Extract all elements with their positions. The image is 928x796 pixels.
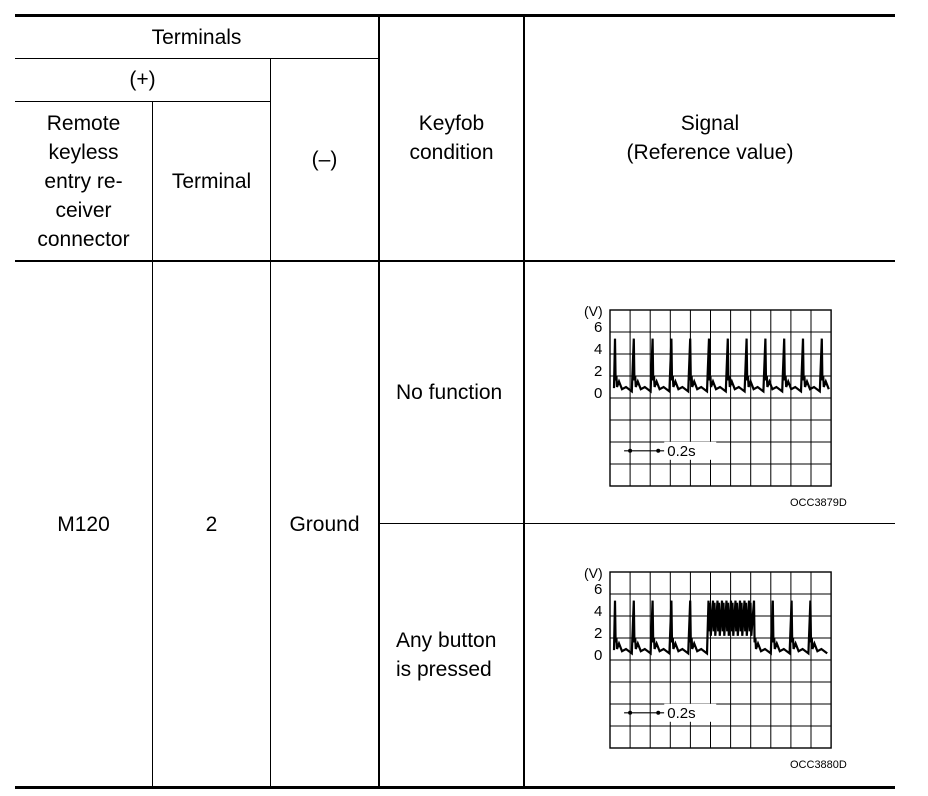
table-bottom-border bbox=[15, 786, 895, 789]
connector-value: M120 bbox=[57, 512, 110, 536]
condition-label: Any button bbox=[396, 629, 497, 652]
header-signal-line: Signal bbox=[680, 112, 740, 135]
scope-time-marker-dot bbox=[656, 710, 661, 715]
header-connector-line: Remote bbox=[46, 111, 121, 135]
scope-tick-label: 6 bbox=[594, 319, 602, 336]
header-divider-plus bbox=[15, 101, 270, 102]
header-signal-line: (Reference value) bbox=[626, 141, 794, 164]
scope-time-marker-dot bbox=[656, 448, 661, 453]
header-plus-text: (+) bbox=[129, 68, 156, 91]
header-minus-text: (–) bbox=[311, 148, 338, 171]
header-divider-terminals bbox=[15, 58, 378, 59]
scope-unit-label: (V) bbox=[584, 565, 603, 581]
cell-minus: Ground bbox=[271, 262, 378, 786]
header-terminal: Terminal bbox=[153, 102, 270, 260]
header-terminal-text: Terminal bbox=[171, 169, 252, 193]
cell-condition-button-pressed: Any button is pressed bbox=[396, 524, 523, 786]
terminal-value: 2 bbox=[205, 512, 218, 536]
scope-time-label-bg bbox=[664, 441, 717, 460]
scope-tick-label: 4 bbox=[594, 341, 602, 358]
header-minus: (–) bbox=[271, 59, 378, 260]
header-connector-line: ceiver bbox=[55, 198, 112, 222]
scope-time-marker-dot bbox=[628, 710, 633, 715]
condition-label: No function bbox=[396, 381, 503, 404]
header-bottom-border bbox=[15, 260, 895, 262]
row-divider-conditions bbox=[378, 523, 895, 524]
scope-signal-trace bbox=[612, 338, 830, 394]
col-divider-connector bbox=[152, 101, 153, 787]
header-connector-line: connector bbox=[37, 227, 130, 251]
scope-tick-label: 2 bbox=[594, 625, 602, 642]
figure-code: OCC3879D bbox=[790, 497, 847, 509]
condition-label: is pressed bbox=[396, 658, 492, 681]
header-terminals: Terminals bbox=[15, 16, 378, 58]
scope-signal-trace bbox=[612, 600, 828, 656]
header-keyfob-line: Keyfob bbox=[418, 112, 485, 135]
scope-svg: (V)6 4 2 0 0.2s bbox=[584, 565, 832, 749]
header-signal: Signal (Reference value) bbox=[525, 16, 895, 260]
col-divider-minus bbox=[378, 15, 380, 787]
cell-connector: M120 bbox=[15, 262, 152, 786]
header-connector-line: entry re- bbox=[44, 169, 123, 193]
scope-time-marker-dot bbox=[628, 448, 633, 453]
oscilloscope-button-pressed: (V) 6 4 2 0 0.2s bbox=[562, 562, 852, 762]
scope-tick-label: 2 bbox=[594, 363, 602, 380]
scope-time-label-bg bbox=[664, 703, 717, 722]
header-connector: Remote keyless entry re- ceiver connecto… bbox=[15, 102, 152, 260]
scope-svg: (V)6 4 2 0 0.2s bbox=[584, 303, 832, 487]
cell-condition-no-function: No function bbox=[396, 262, 523, 523]
header-connector-line: keyless bbox=[48, 140, 119, 164]
table-top-border bbox=[15, 14, 895, 17]
cell-terminal: 2 bbox=[153, 262, 270, 786]
scope-time-label: 0.2s bbox=[667, 705, 695, 722]
scope-tick-label: 0 bbox=[594, 647, 602, 664]
header-keyfob-line: condition bbox=[409, 141, 494, 164]
header-keyfob-condition: Keyfob condition bbox=[380, 16, 523, 260]
scope-tick-label: 4 bbox=[594, 603, 602, 620]
minus-value: Ground bbox=[289, 512, 360, 536]
figure-code: OCC3880D bbox=[790, 759, 847, 771]
header-terminals-text: Terminals bbox=[151, 25, 242, 49]
scope-tick-label: 0 bbox=[594, 385, 602, 402]
col-divider-condition bbox=[523, 15, 525, 787]
oscilloscope-no-function: (V) 6 4 2 0 0.2s bbox=[562, 300, 852, 500]
scope-time-label: 0.2s bbox=[667, 443, 695, 460]
header-plus: (+) bbox=[15, 58, 270, 101]
scope-unit-label: (V) bbox=[584, 303, 603, 319]
scope-tick-label: 6 bbox=[594, 581, 602, 598]
col-divider-terminal bbox=[270, 58, 271, 787]
